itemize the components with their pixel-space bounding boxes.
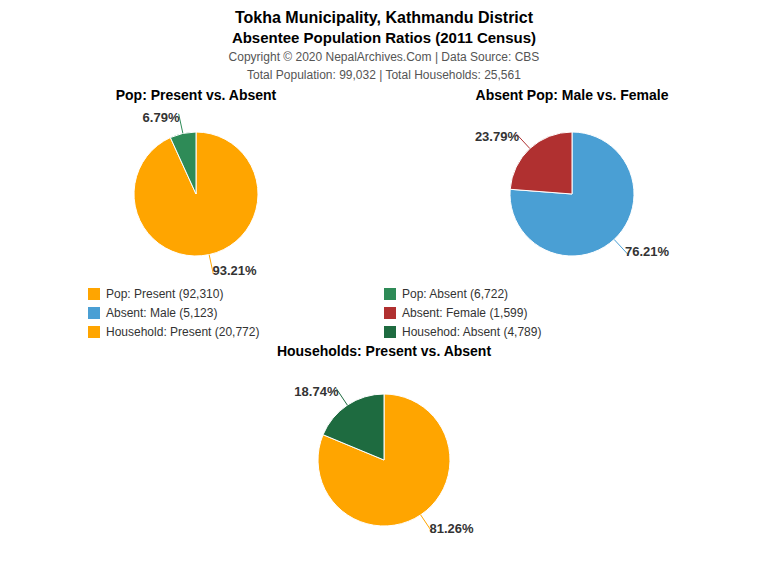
- svg-text:76.21%: 76.21%: [625, 244, 670, 259]
- html-text:Pop: Absent (6,722): Pop: Absent (6,722): [402, 287, 509, 301]
- html-text:Tokha Municipality, Kathmandu: Tokha Municipality, Kathmandu District: [234, 9, 533, 26]
- svg-text:81.26%: 81.26%: [430, 521, 475, 536]
- html-text:Pop: Present (92,310): Pop: Present (92,310): [106, 287, 224, 301]
- html-text:Househod: Absent (4,789): Househod: Absent (4,789): [402, 325, 542, 339]
- svg-text:93.21%: 93.21%: [213, 263, 258, 278]
- html-text:Absent Pop: Male vs. Female: Absent Pop: Male vs. Female: [475, 87, 669, 103]
- svg-text:6.79%: 6.79%: [143, 110, 180, 125]
- html-text:Absentee Population Ratios (20: Absentee Population Ratios (2011 Census): [231, 29, 537, 46]
- html-text:Households: Present vs. Absent: Households: Present vs. Absent: [276, 343, 492, 359]
- html-text:Household: Present (20,772): Household: Present (20,772): [106, 325, 260, 339]
- html-text:Pop: Present vs. Absent: Pop: Present vs. Absent: [115, 87, 277, 103]
- svg-text:18.74%: 18.74%: [294, 384, 339, 399]
- html-text:Absent: Male (5,123): Absent: Male (5,123): [106, 306, 218, 320]
- html-text:Total Population: 99,032 | Tot: Total Population: 99,032 | Total Househo…: [247, 68, 521, 82]
- svg-text:23.79%: 23.79%: [475, 129, 520, 144]
- html-text:Absent: Female (1,599): Absent: Female (1,599): [402, 306, 528, 320]
- html-text:Copyright © 2020 NepalArchives: Copyright © 2020 NepalArchives.Com | Dat…: [228, 50, 540, 64]
